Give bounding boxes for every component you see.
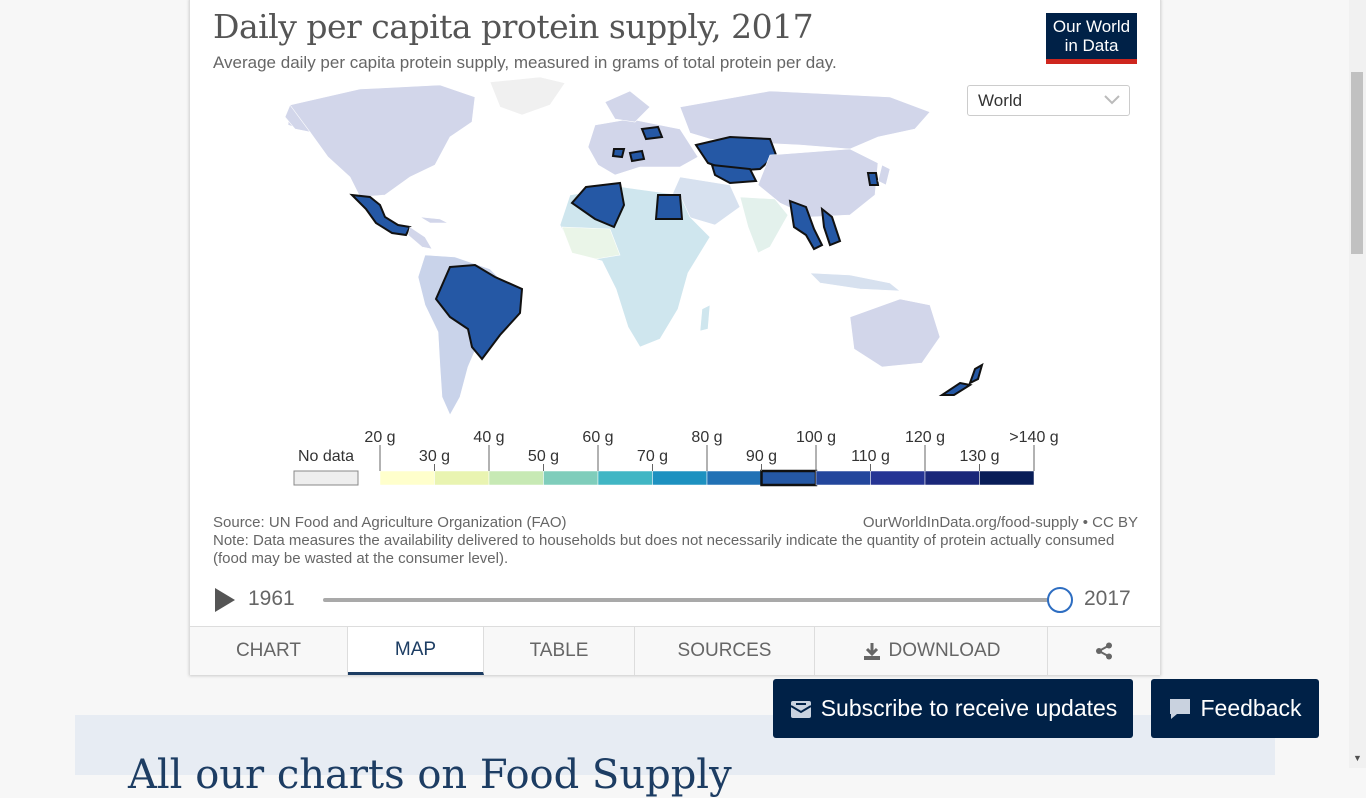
map-belarus (640, 125, 664, 141)
map-vietnam (820, 206, 842, 247)
download-icon (863, 643, 880, 660)
legend-swatch[interactable] (706, 470, 762, 486)
map-egypt (654, 194, 684, 220)
timeline-handle[interactable] (1047, 587, 1073, 613)
source-text: Source: UN Food and Agriculture Organiza… (213, 514, 567, 531)
newsletter-icon (790, 700, 812, 718)
legend-swatch[interactable] (924, 470, 980, 486)
legend-swatch[interactable] (870, 470, 926, 486)
legend-swatch[interactable] (760, 469, 818, 487)
timeline-end-year: 2017 (1084, 587, 1131, 610)
legend-tick-label: 70 g (637, 448, 668, 465)
map-india (739, 196, 789, 254)
legend-swatch[interactable] (488, 470, 544, 486)
map-indonesia (809, 272, 901, 292)
map-hungary (628, 149, 646, 163)
map-croatia (611, 148, 626, 159)
tab-download[interactable]: DOWNLOAD (815, 627, 1048, 675)
map-west-africa (561, 226, 621, 260)
legend-swatch[interactable] (597, 470, 653, 486)
map-north-america (287, 84, 476, 198)
page-scrollbar[interactable]: ▼ (1349, 0, 1366, 768)
map-algeria (570, 181, 626, 229)
timeline-track[interactable] (323, 598, 1061, 602)
chart-title: Daily per capita protein supply, 2017 (213, 7, 814, 46)
legend-tick-label: 30 g (419, 448, 450, 465)
map-new-zealand-south (938, 381, 973, 396)
world-map[interactable] (210, 77, 1010, 422)
chart-card: Daily per capita protein supply, 2017 Av… (189, 0, 1161, 675)
map-scandinavia (604, 90, 651, 123)
legend-swatch[interactable] (434, 470, 490, 486)
map-kazakhstan (694, 135, 778, 173)
legend-swatch[interactable] (815, 470, 871, 486)
map-new-zealand (968, 362, 984, 386)
feedback-button[interactable]: Feedback (1151, 679, 1319, 738)
map-korea (866, 172, 880, 186)
region-select[interactable]: World (967, 85, 1130, 116)
map-legend: No data 20 g 30 g 40 g 50 g 60 g 70 g 80 g 90 g 1… (293, 429, 1059, 487)
note-text: Note: Data measures the availability del… (213, 532, 1115, 567)
legend-swatch[interactable] (652, 470, 708, 486)
scrollbar-thumb[interactable] (1351, 72, 1363, 254)
chart-footer: Source: UN Food and Agriculture Organiza… (213, 514, 1138, 568)
tab-map[interactable]: MAP (348, 627, 484, 675)
map-russia (679, 90, 931, 150)
legend-swatch[interactable] (379, 470, 435, 486)
legend-swatch[interactable] (979, 470, 1035, 486)
chart-tabs: CHART MAP TABLE SOURCES DOWNLOAD (190, 626, 1160, 675)
chart-subtitle: Average daily per capita protein supply,… (213, 53, 837, 72)
legend-tick-label: 90 g (746, 448, 777, 465)
map-southeast-asia (788, 199, 824, 251)
source-url[interactable]: OurWorldInData.org/food-supply • CC BY (862, 514, 1138, 531)
map-china (757, 148, 879, 218)
legend-tick-label: >140 g (1009, 429, 1058, 446)
map-brazil (434, 263, 524, 361)
legend-tick-label: 110 g (851, 448, 890, 465)
map-alaska (284, 104, 311, 133)
timeline: 1961 2017 (213, 585, 1138, 615)
logo-line-2: in Data (1064, 36, 1119, 55)
legend-tick-label: 120 g (905, 429, 945, 446)
region-select-value: World (978, 91, 1023, 110)
legend-no-data-label: No data (298, 448, 354, 465)
legend-tick-label: 60 g (582, 429, 613, 446)
legend-tick-label: 100 g (796, 429, 836, 446)
logo-line-1: Our World (1052, 17, 1131, 36)
map-central-asia (710, 163, 758, 185)
legend-swatch[interactable] (543, 470, 599, 486)
legend-tick-label: 80 g (691, 429, 722, 446)
map-caribbean (419, 216, 449, 224)
legend-no-data-swatch (293, 470, 359, 486)
tab-sources[interactable]: SOURCES (635, 627, 815, 675)
scroll-down-icon[interactable]: ▼ (1353, 753, 1362, 763)
legend-tick-label: 50 g (528, 448, 559, 465)
subscribe-button[interactable]: Subscribe to receive updates (773, 679, 1133, 738)
chevron-down-icon (1104, 95, 1120, 105)
tab-chart[interactable]: CHART (190, 627, 348, 675)
map-central-america (407, 226, 433, 250)
map-japan (877, 164, 891, 186)
timeline-start-year: 1961 (248, 587, 295, 610)
chat-bubble-icon (1170, 698, 1191, 719)
owid-logo[interactable]: Our World in Data (1046, 13, 1137, 64)
map-madagascar (699, 304, 711, 332)
share-icon (1096, 642, 1112, 660)
section-heading: All our charts on Food Supply (128, 752, 732, 798)
map-greenland (489, 77, 566, 116)
legend-tick-label: 130 g (959, 448, 999, 465)
tab-share[interactable] (1048, 627, 1160, 675)
map-mexico (349, 193, 412, 237)
tab-table[interactable]: TABLE (484, 627, 635, 675)
play-icon[interactable] (213, 587, 237, 613)
map-australia (849, 298, 941, 368)
legend-tick-label: 20 g (364, 429, 395, 446)
legend-tick-label: 40 g (473, 429, 504, 446)
map-europe (587, 118, 699, 176)
